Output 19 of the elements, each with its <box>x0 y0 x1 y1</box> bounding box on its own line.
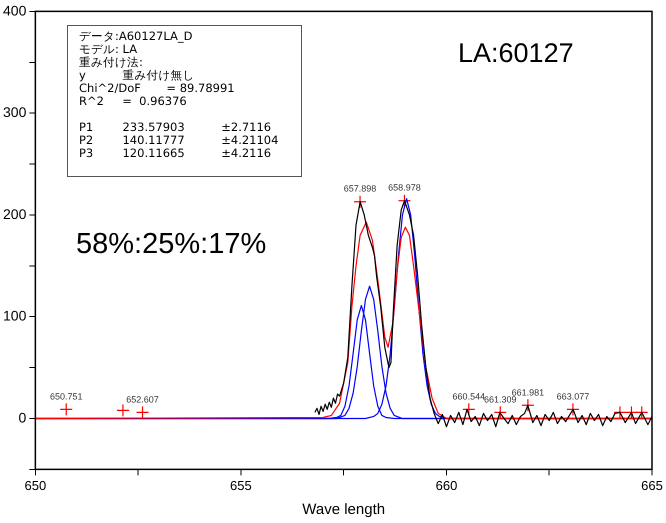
x-axis-title: Wave length <box>302 501 386 518</box>
annotation: 660.544 <box>452 391 486 402</box>
annotation: 652.607 <box>126 394 159 404</box>
annotation: 658.978 <box>388 182 421 193</box>
y-tick-label: 400 <box>3 2 27 18</box>
y-tick-label: 100 <box>3 308 27 324</box>
y-tick-label: 300 <box>3 104 27 120</box>
x-tick-label: 655 <box>230 478 252 493</box>
x-tick-label: 660 <box>436 478 458 493</box>
annotation: 657.898 <box>344 184 376 194</box>
x-tick-label: 650 <box>24 478 46 493</box>
annotation: 663.077 <box>556 391 590 402</box>
annotation: 650.751 <box>50 391 83 402</box>
y-tick-label: 0 <box>18 409 27 426</box>
text: データ:A60127LA_D モデル: LA 重み付け法: y 重み付け無し Chi^2/DoF = 89.78991 R^2 = 0.96376 P1 233.57903 ±2.7116 P2 140.11777 ±4.21104 P3 120.11665 ±4.2116 <box>79 29 278 160</box>
x-tick-label: 665 <box>641 478 663 493</box>
annotation: LA:60127 <box>458 38 574 69</box>
annotation: 58%:25%:17% <box>76 228 266 261</box>
y-tick-label: 200 <box>3 206 27 222</box>
